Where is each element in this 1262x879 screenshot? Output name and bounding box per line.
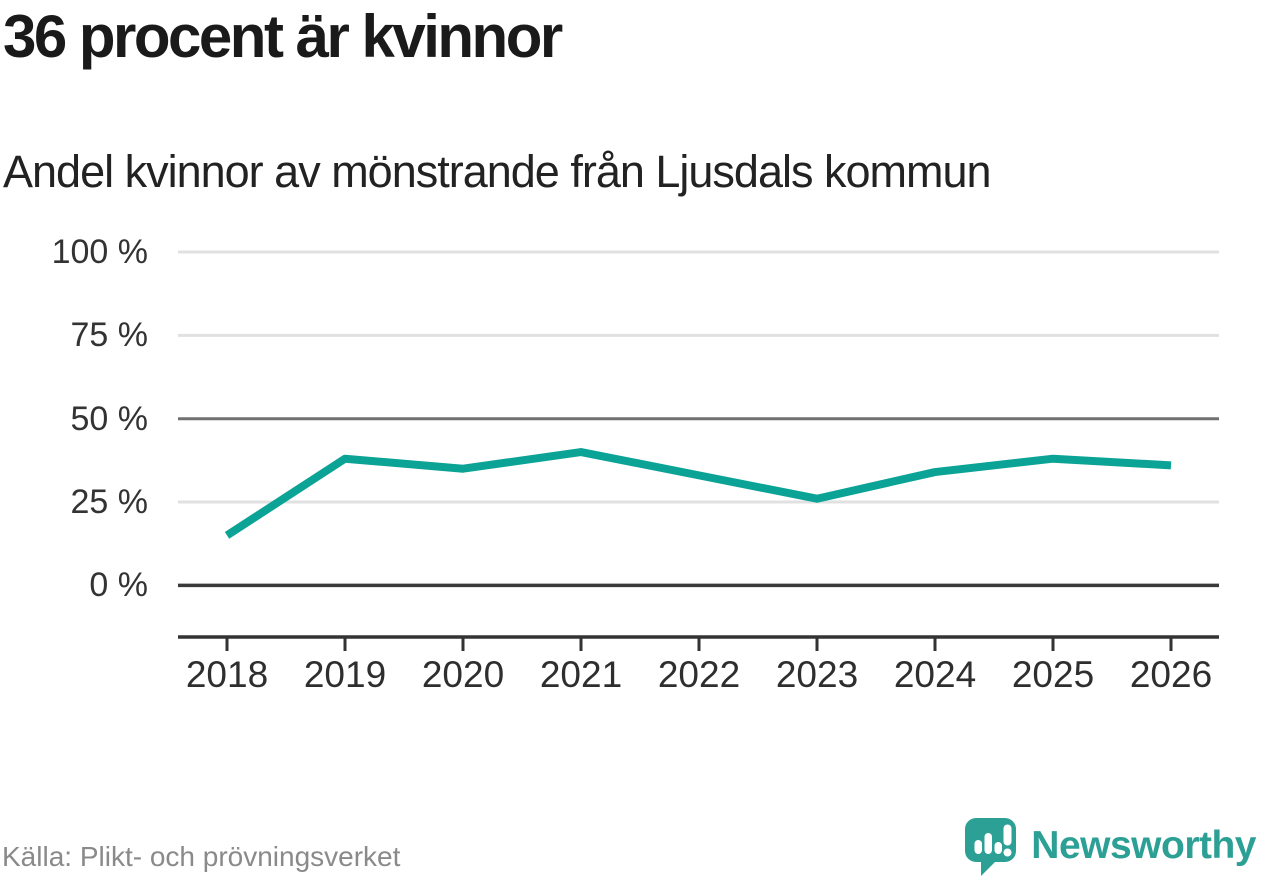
x-axis-tick-label: 2025 — [1011, 654, 1095, 695]
x-axis-tick-label: 2024 — [893, 654, 977, 695]
x-axis-tick-label: 2018 — [185, 654, 269, 695]
x-axis-tick-label: 2023 — [775, 654, 859, 695]
x-axis-tick-label: 2022 — [657, 654, 741, 695]
brand-wordmark: Newsworthy — [1031, 824, 1256, 867]
x-axis-tick-label: 2026 — [1129, 654, 1213, 695]
y-axis-tick-label: 75 % — [70, 316, 149, 355]
x-axis-tick-label: 2021 — [539, 654, 623, 695]
newsworthy-logo-icon — [965, 817, 1017, 876]
data-line-series — [224, 448, 1172, 539]
brand-logo: Newsworthy — [964, 816, 1256, 876]
x-axis-tick-label: 2020 — [421, 654, 505, 695]
source-note: Källa: Plikt- och prövningsverket — [2, 841, 401, 872]
chart-title: 36 procent är kvinnor — [3, 3, 563, 70]
chart-subtitle: Andel kvinnor av mönstrande från Ljusdal… — [3, 146, 992, 197]
x-axis-tick-label: 2019 — [303, 654, 387, 695]
y-axis-tick-label: 0 % — [89, 566, 148, 605]
y-axis-tick-label: 100 % — [51, 233, 148, 271]
y-axis-tick-label: 50 % — [70, 399, 149, 438]
y-axis-tick-label: 25 % — [70, 483, 149, 522]
